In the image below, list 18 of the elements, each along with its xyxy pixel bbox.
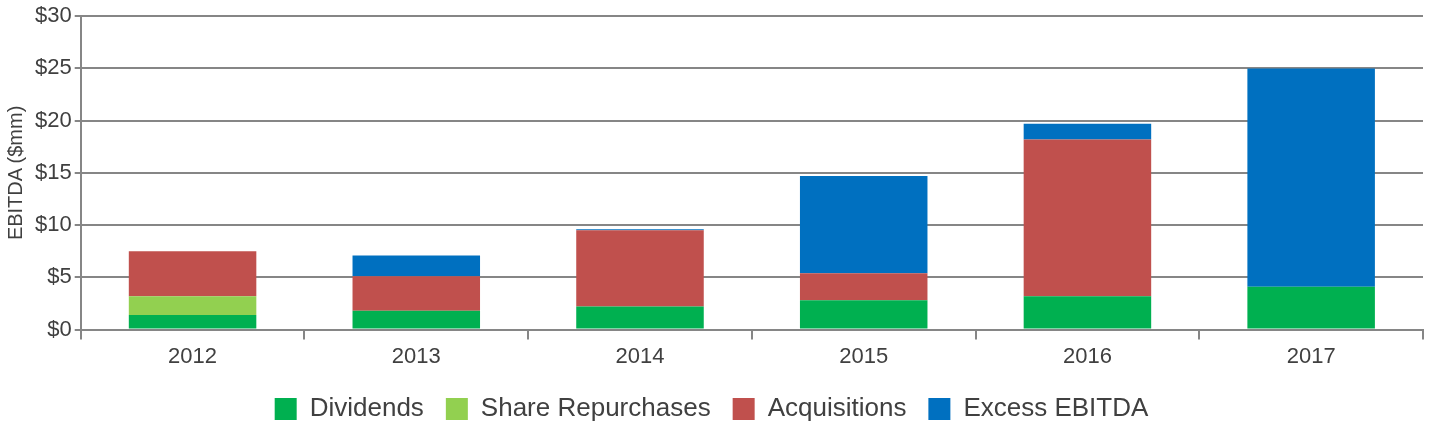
x-tick-label: 2015 bbox=[839, 342, 889, 368]
y-tick-label: $25 bbox=[34, 54, 72, 80]
y-tick-label: $20 bbox=[34, 106, 72, 132]
y-tick-label: $5 bbox=[47, 263, 72, 289]
legend-label: Dividends bbox=[309, 392, 424, 423]
legend-label: Acquisitions bbox=[767, 392, 907, 423]
x-tick-label: 2013 bbox=[391, 342, 441, 368]
y-tick-label: $0 bbox=[47, 315, 72, 341]
legend-label: Share Repurchases bbox=[480, 392, 711, 423]
x-tick-label: 2012 bbox=[168, 342, 218, 368]
x-tick-label: 2016 bbox=[1062, 342, 1112, 368]
y-axis-title: EBITDA ($mm) bbox=[3, 105, 26, 241]
y-tick-label: $30 bbox=[34, 2, 72, 28]
y-tick-label: $15 bbox=[34, 158, 72, 184]
x-tick-label: 2014 bbox=[615, 342, 665, 368]
y-tick-label: $10 bbox=[34, 211, 72, 237]
legend-label: Excess EBITDA bbox=[963, 392, 1149, 423]
x-tick-label: 2017 bbox=[1286, 342, 1336, 368]
